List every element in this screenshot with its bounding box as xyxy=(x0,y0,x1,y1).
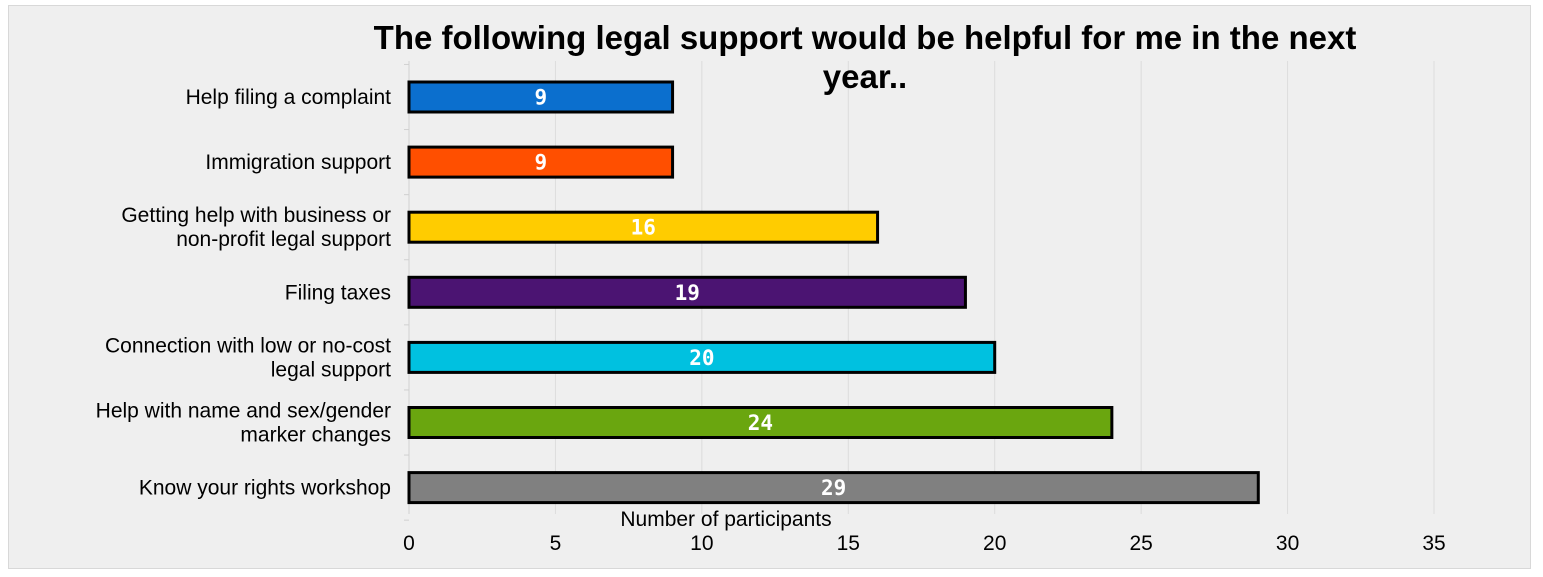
data-label: 19 xyxy=(675,281,700,305)
x-tick-label: 30 xyxy=(1276,532,1299,555)
data-label: 24 xyxy=(748,411,773,435)
x-tick-label: 0 xyxy=(403,532,415,555)
bar xyxy=(407,80,675,114)
chart-title: year.. xyxy=(823,58,907,95)
bar xyxy=(407,471,1260,505)
category-label: Know your rights workshop xyxy=(139,477,391,500)
category-label: Immigration support xyxy=(205,151,391,174)
category-label: Getting help with business or xyxy=(121,204,391,227)
x-tick-label: 5 xyxy=(550,532,562,555)
bar xyxy=(407,340,997,374)
category-label: Connection with low or no-cost xyxy=(105,334,391,357)
x-tick-label: 15 xyxy=(837,532,860,555)
chart-area: 9 Help filing a complaint 9 Immigration sup… xyxy=(8,5,1531,569)
category-label: legal support xyxy=(271,358,391,381)
data-label: 16 xyxy=(631,216,656,240)
data-label: 9 xyxy=(534,151,547,175)
x-tick-label: 20 xyxy=(983,532,1006,555)
x-tick-label: 35 xyxy=(1422,532,1445,555)
category-label: marker changes xyxy=(240,424,391,447)
data-label: 20 xyxy=(689,346,714,370)
data-label: 29 xyxy=(821,476,846,500)
x-tick-label: 10 xyxy=(690,532,713,555)
data-label: 9 xyxy=(534,86,547,110)
bar xyxy=(407,145,675,179)
bar xyxy=(407,275,967,309)
category-label: Filing taxes xyxy=(285,281,391,304)
category-label: Help filing a complaint xyxy=(186,86,392,109)
bar-chart: 9 Help filing a complaint 9 Immigration sup… xyxy=(96,19,1446,555)
chart-title: The following legal support would be hel… xyxy=(374,19,1357,56)
bar xyxy=(407,406,1114,439)
category-label: Help with name and sex/gender xyxy=(96,400,391,423)
x-tick-label: 25 xyxy=(1129,532,1152,555)
category-label: non-profit legal support xyxy=(176,228,391,251)
bar xyxy=(407,210,880,244)
x-axis-title: Number of participants xyxy=(620,508,831,531)
